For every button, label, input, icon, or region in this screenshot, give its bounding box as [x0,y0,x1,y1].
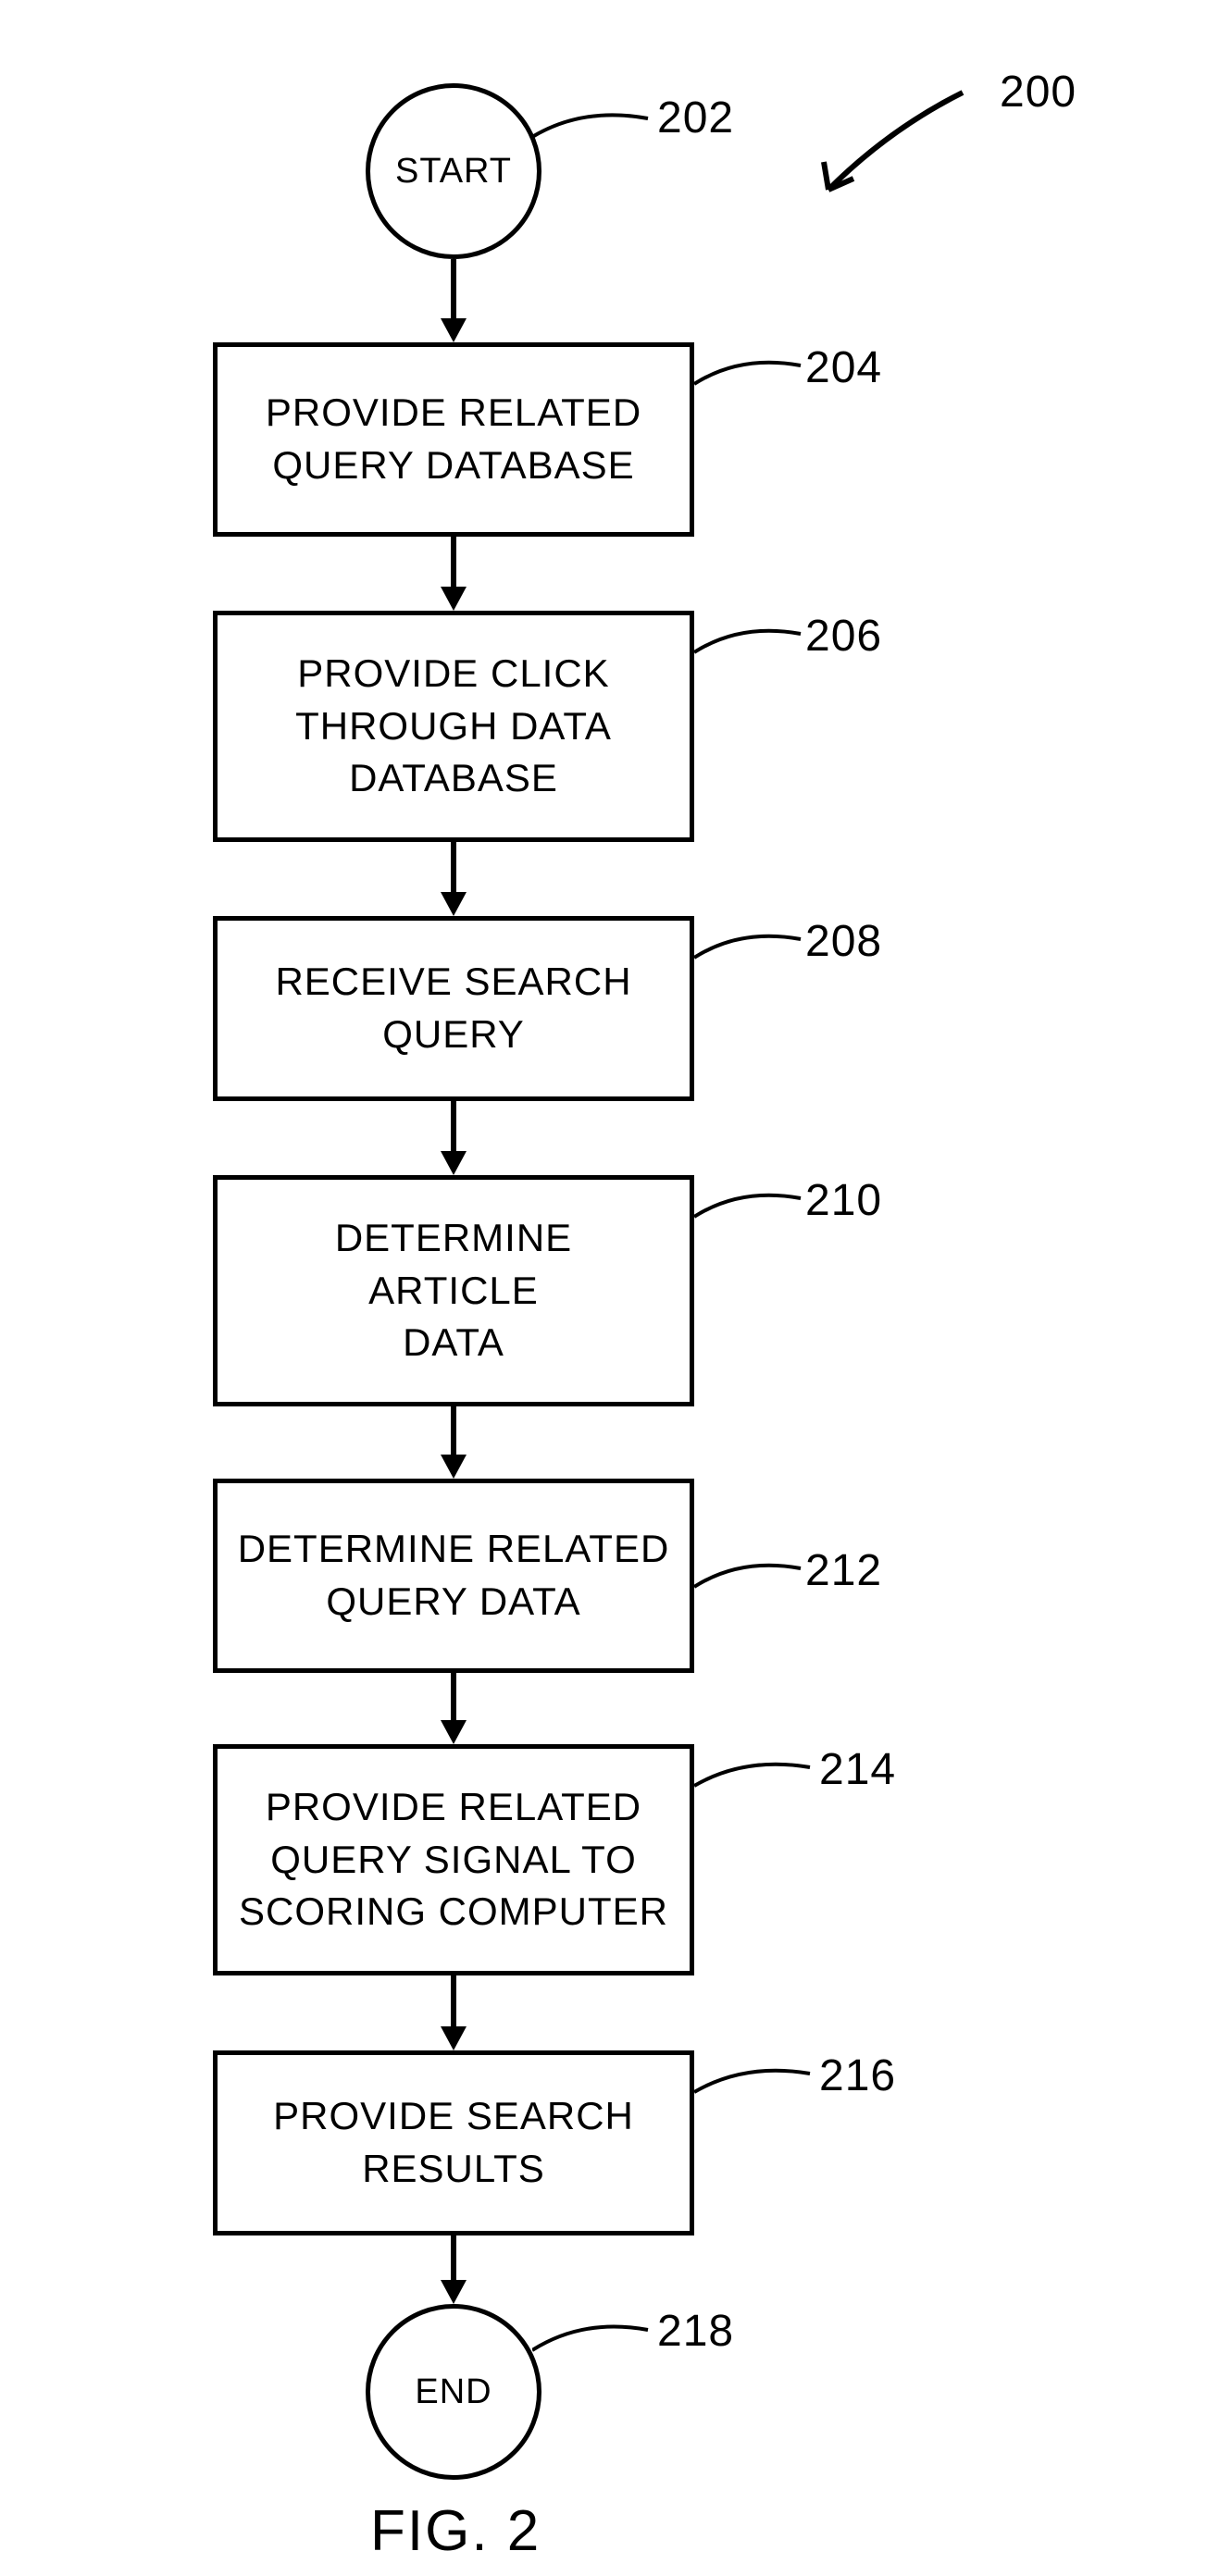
process-214: PROVIDE RELATED QUERY SIGNAL TO SCORING … [213,1744,694,1975]
process-206: PROVIDE CLICK THROUGH DATA DATABASE [213,611,694,842]
figure-caption: FIG. 2 [370,2498,541,2564]
arrowhead [441,1455,467,1479]
arrow [451,537,456,587]
process-216: PROVIDE SEARCH RESULTS [213,2050,694,2235]
end-label: END [415,2372,492,2412]
ref-212: 212 [805,1545,882,1596]
leader-210 [694,1184,805,1231]
process-212-label: DETERMINE RELATED QUERY DATA [238,1523,670,1628]
arrowhead [441,2026,467,2050]
arrow [451,1673,456,1720]
arrow [451,1406,456,1455]
process-206-label: PROVIDE CLICK THROUGH DATA DATABASE [295,648,612,805]
leader-218 [532,2313,653,2369]
ref-210: 210 [805,1175,882,1226]
process-214-label: PROVIDE RELATED QUERY SIGNAL TO SCORING … [239,1781,668,1938]
arrow [451,842,456,892]
process-208: RECEIVE SEARCH QUERY [213,916,694,1101]
ref-206: 206 [805,611,882,662]
arrowhead [441,2280,467,2304]
arrowhead [441,892,467,916]
leader-202 [532,102,653,157]
process-216-label: PROVIDE SEARCH RESULTS [273,2090,634,2195]
process-210-label: DETERMINE ARTICLE DATA [335,1212,572,1369]
leader-204 [694,352,805,398]
process-208-label: RECEIVE SEARCH QUERY [275,956,631,1060]
arrow [451,2235,456,2280]
arrowhead [441,1151,467,1175]
arrowhead [441,587,467,611]
arrow [451,1101,456,1151]
ref-216: 216 [819,2050,896,2101]
ref-208: 208 [805,916,882,967]
ref-202: 202 [657,93,734,143]
leader-208 [694,925,805,972]
arrowhead [441,318,467,342]
process-212: DETERMINE RELATED QUERY DATA [213,1479,694,1673]
flowchart-figure: 200 START 202 PROVIDE RELATED QUERY DATA… [0,0,1232,2576]
leader-206 [694,620,805,666]
process-210: DETERMINE ARTICLE DATA [213,1175,694,1406]
diagram-ref-label: 200 [1000,67,1076,118]
leader-214 [694,1753,815,1800]
leader-212 [694,1554,805,1601]
arrowhead [441,1720,467,1744]
ref-204: 204 [805,342,882,393]
process-204-label: PROVIDE RELATED QUERY DATABASE [266,387,641,491]
swoosh-arrow [805,83,990,213]
start-node: START [366,83,541,259]
ref-218: 218 [657,2306,734,2357]
end-node: END [366,2304,541,2480]
arrow [451,259,456,318]
arrow [451,1975,456,2026]
leader-216 [694,2060,815,2106]
start-label: START [395,152,512,192]
process-204: PROVIDE RELATED QUERY DATABASE [213,342,694,537]
ref-214: 214 [819,1744,896,1795]
